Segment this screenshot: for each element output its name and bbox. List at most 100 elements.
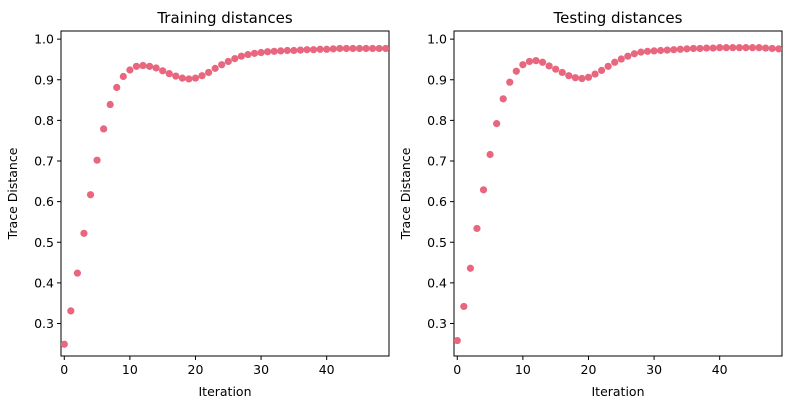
testing-data-point — [512, 67, 520, 75]
training-data-point — [159, 67, 167, 75]
testing-points — [454, 44, 782, 345]
training-data-point — [283, 46, 291, 55]
training-data-point — [132, 62, 141, 70]
training-data-point — [191, 74, 200, 82]
training-data-point — [336, 44, 344, 53]
training-data-point — [218, 61, 226, 69]
testing-y-tick-label: 1.0 — [427, 32, 447, 47]
training-data-point — [237, 52, 245, 60]
training-data-point — [362, 44, 370, 53]
training-data-point — [296, 46, 305, 54]
testing-data-point — [643, 47, 652, 55]
testing-y-axis-label: Trace Distance — [398, 147, 413, 240]
training-data-point — [86, 191, 95, 199]
testing-y-tick-label: 0.3 — [427, 316, 447, 331]
testing-data-point — [499, 95, 507, 103]
testing-data-point — [657, 46, 665, 55]
testing-data-point — [479, 186, 488, 194]
testing-data-point — [519, 61, 527, 69]
testing-data-point — [486, 150, 494, 159]
testing-data-point — [775, 45, 782, 53]
testing-y-tick-label: 0.8 — [427, 113, 447, 128]
training-data-point — [73, 269, 81, 277]
training-data-point — [145, 62, 154, 70]
training-data-point — [93, 156, 101, 164]
testing-data-point — [578, 74, 586, 83]
training-y-tick-label: 1.0 — [34, 32, 54, 47]
training-data-point — [303, 46, 311, 54]
training-data-point — [100, 125, 108, 133]
training-x-tick-label: 0 — [60, 362, 68, 377]
testing-data-point — [571, 74, 579, 82]
testing-data-point — [735, 44, 743, 52]
training-data-point — [61, 340, 68, 348]
training-data-point — [185, 75, 193, 83]
training-data-point — [382, 44, 389, 53]
training-data-point — [224, 57, 232, 66]
testing-y-tick-label: 0.9 — [427, 72, 447, 87]
training-data-point — [80, 229, 88, 237]
training-data-point — [369, 44, 377, 53]
testing-data-point — [454, 336, 461, 345]
testing-data-point — [729, 44, 737, 52]
testing-data-point — [466, 264, 474, 272]
testing-data-point — [637, 48, 645, 56]
training-data-point — [290, 46, 298, 55]
training-data-point — [106, 100, 114, 109]
testing-x-tick-label: 20 — [581, 362, 597, 377]
testing-data-point — [670, 46, 678, 54]
testing-data-point — [493, 120, 501, 128]
testing-data-point — [683, 45, 691, 53]
training-data-point — [244, 50, 252, 59]
testing-data-point — [689, 44, 698, 53]
testing-chart: Testing distances 0 10 20 30 40 0.3 0.4 0.5 0.6 0.… — [398, 9, 783, 399]
training-axes-frame — [60, 30, 390, 357]
training-data-point — [126, 66, 134, 74]
training-x-tick-label: 10 — [122, 362, 138, 377]
testing-data-point — [650, 47, 658, 55]
testing-data-point — [460, 302, 468, 311]
testing-data-point — [538, 58, 547, 66]
testing-data-point — [696, 44, 704, 53]
training-data-point — [323, 45, 331, 53]
testing-data-point — [676, 45, 684, 53]
testing-data-point — [591, 70, 599, 78]
testing-x-tick-label: 0 — [453, 362, 461, 377]
testing-data-point — [617, 55, 625, 63]
testing-data-point — [709, 44, 717, 52]
training-data-point — [211, 64, 219, 72]
testing-data-point — [506, 78, 514, 86]
testing-data-point — [558, 68, 566, 77]
testing-x-tick-label: 30 — [646, 362, 662, 377]
testing-data-point — [604, 62, 612, 70]
testing-data-point — [702, 44, 711, 52]
testing-data-point — [473, 224, 481, 233]
training-data-point — [152, 64, 160, 72]
training-data-point — [375, 44, 383, 53]
training-y-tick-label: 0.8 — [34, 113, 54, 128]
testing-data-point — [755, 44, 763, 52]
testing-data-point — [630, 50, 639, 58]
testing-data-point — [762, 44, 770, 52]
testing-x-axis-label: Iteration — [591, 384, 644, 399]
testing-data-point — [742, 44, 750, 52]
testing-data-point — [624, 52, 632, 60]
training-points — [61, 44, 389, 348]
training-x-tick-label: 20 — [188, 362, 204, 377]
testing-title: Testing distances — [553, 9, 683, 27]
testing-y-tick-label: 0.5 — [427, 235, 447, 250]
testing-data-point — [584, 73, 593, 81]
training-data-point — [67, 307, 75, 315]
training-data-point — [113, 83, 121, 92]
training-y-tick-label: 0.9 — [34, 72, 54, 87]
training-y-axis-label: Trace Distance — [5, 147, 20, 240]
training-x-tick-label: 40 — [319, 362, 335, 377]
testing-y-tick-label: 0.7 — [427, 154, 447, 169]
testing-data-point — [768, 44, 776, 53]
training-data-point — [172, 72, 180, 80]
training-data-point — [342, 44, 350, 53]
training-data-point — [264, 48, 272, 56]
training-data-point — [178, 74, 186, 82]
training-data-point — [119, 72, 127, 81]
